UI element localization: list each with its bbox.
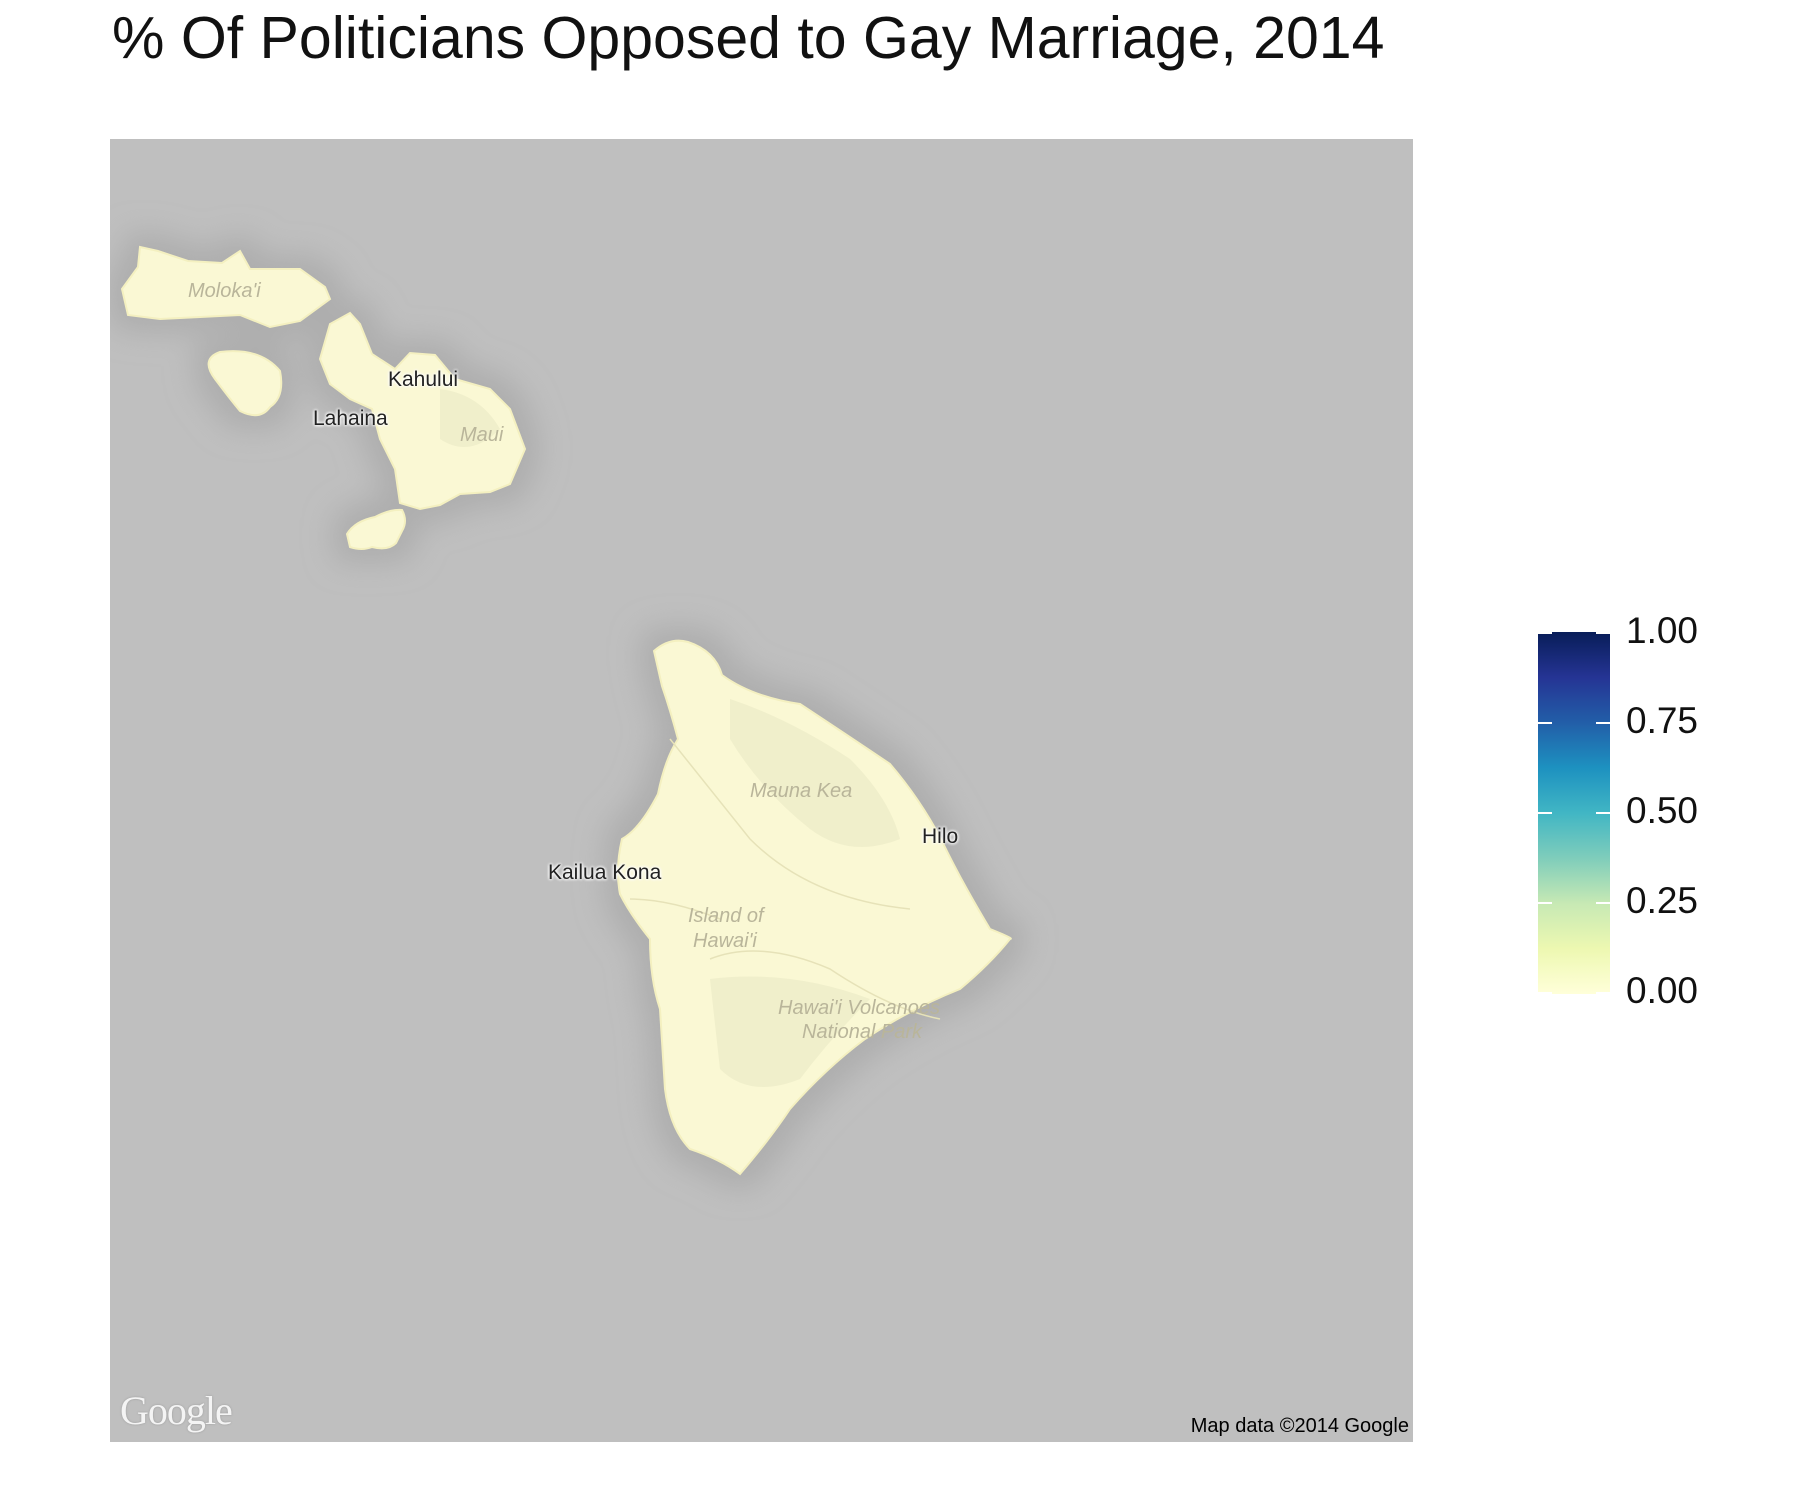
legend-tick-mark [1596,632,1610,634]
legend-tick-mark [1538,812,1552,814]
legend-tick-mark [1596,722,1610,724]
legend-tick-label: 0.50 [1626,790,1699,831]
island-molokai [120,245,332,329]
mauna-kea-label: Mauna Kea [750,780,853,802]
legend-tick-mark [1538,722,1552,724]
map-attribution: Map data ©2014 Google [1190,1415,1409,1437]
kahului-label: Kahului [388,368,459,391]
roads [629,738,941,1020]
island-maui [318,311,527,511]
volcanoes-park-label-line2: National Park [802,1021,923,1043]
island-lanai [207,350,283,417]
legend-tick-mark [1596,812,1610,814]
island-kahoolawe [345,508,406,550]
legend-tick-label: 0.00 [1626,970,1699,1011]
island-of-hawaii-label-line2: Hawai'i [693,930,757,952]
islands [120,245,1012,1176]
legend-tick-label: 0.25 [1626,880,1699,921]
kailua-kona-label: Kailua Kona [548,861,662,884]
maui-label: Maui [460,424,504,446]
island-of-hawaii-label-line1: Island of [688,905,764,927]
legend-tick-label: 1.00 [1626,610,1699,651]
hilo-label: Hilo [922,825,959,848]
legend-tick-mark [1596,992,1610,994]
island-hawaii [616,639,1012,1176]
legend-tick-mark [1538,992,1552,994]
map-panel[interactable]: Moloka'i Maui Mauna Kea Island of Hawai'… [110,139,1413,1442]
map-canvas [120,245,1012,1176]
legend-tick-label: 0.75 [1626,700,1699,741]
google-logo: Google [120,1388,233,1433]
molokai-label: Moloka'i [188,280,261,302]
legend-tick-mark [1538,902,1552,904]
lahaina-label: Lahaina [313,407,388,430]
legend-tick-mark [1596,902,1610,904]
volcanoes-park-label-line1: Hawai'i Volcanoes [778,997,941,1019]
terrain-shading [440,389,900,1087]
legend-tick-mark [1538,632,1552,634]
chart-title: % Of Politicians Opposed to Gay Marriage… [112,5,1385,71]
